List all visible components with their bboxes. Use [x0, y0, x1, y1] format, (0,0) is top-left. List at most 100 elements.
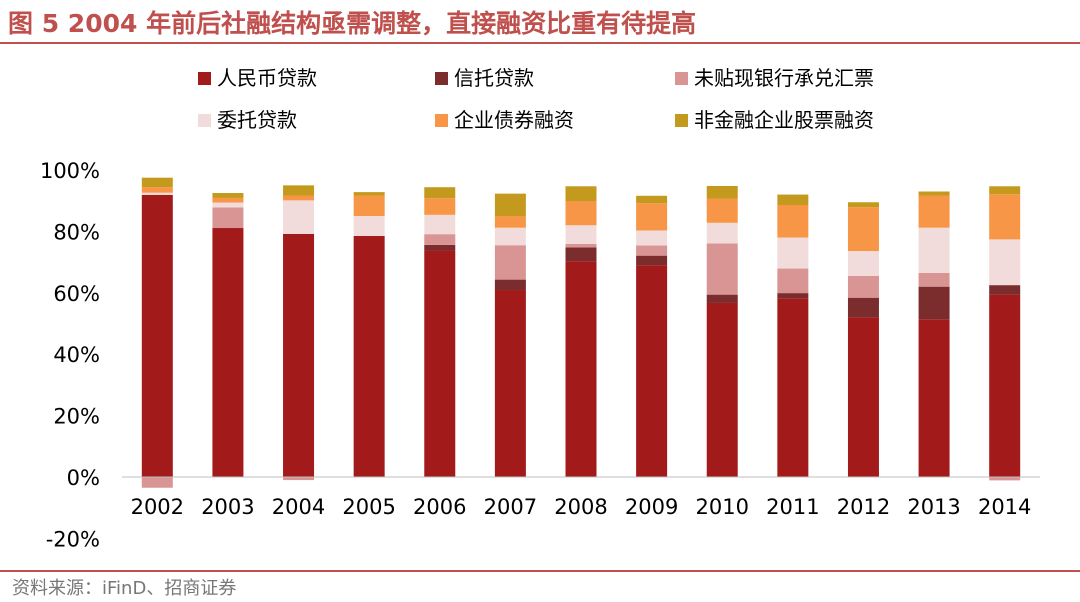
legend-swatch [435, 72, 448, 85]
bar-segment [636, 255, 668, 266]
bar-segment [989, 477, 1021, 481]
x-tick-label: 2007 [484, 495, 537, 519]
bar-segment [636, 265, 668, 477]
bar-segment [494, 193, 526, 217]
bar-segment [494, 227, 526, 246]
bar-segment [847, 202, 879, 208]
bar-segment [989, 186, 1021, 195]
source-note: 资料来源：iFinD、招商证券 [12, 578, 237, 599]
bar-segment [283, 195, 315, 201]
bar-segment [706, 294, 738, 303]
y-tick-label: 40% [53, 343, 100, 367]
legend-label: 委托贷款 [217, 108, 297, 132]
bar-segment [353, 195, 385, 217]
x-tick-label: 2006 [413, 495, 466, 519]
bar-segment [212, 202, 244, 208]
x-tick-label: 2011 [766, 495, 819, 519]
bar-segment [494, 245, 526, 280]
y-tick-label: -20% [46, 527, 100, 551]
bar-segment [565, 243, 597, 248]
bars [141, 177, 1021, 488]
bar-segment [777, 293, 809, 299]
bar-segment [141, 192, 173, 195]
bar-segment [494, 216, 526, 228]
x-tick-label: 2008 [554, 495, 607, 519]
x-tick-label: 2005 [342, 495, 395, 519]
bar-segment [565, 225, 597, 244]
bar-segment [847, 275, 879, 298]
x-tick-label: 2010 [696, 495, 749, 519]
x-tick-label: 2012 [837, 495, 890, 519]
bar-segment [212, 197, 244, 203]
legend-label: 未贴现银行承兑汇票 [694, 66, 874, 90]
bar-segment [989, 285, 1021, 295]
bar-segment [212, 228, 244, 477]
bar-segment [989, 294, 1021, 477]
bar-segment [424, 198, 456, 215]
legend-label: 信托贷款 [454, 66, 534, 90]
bar-segment [989, 194, 1021, 240]
y-tick-label: 60% [53, 282, 100, 306]
bar-segment [777, 268, 809, 294]
y-axis: -20% 0% 20% 40% 60% 80% 100% [40, 159, 100, 551]
bar-segment [283, 185, 315, 196]
bar-segment [706, 222, 738, 244]
bar-segment [565, 186, 597, 202]
bar-segment [494, 279, 526, 291]
bar-segment [636, 195, 668, 204]
legend-label: 企业债券融资 [454, 108, 574, 132]
bar-segment [424, 244, 456, 251]
legend-swatch [435, 114, 448, 127]
legend-label: 人民币贷款 [217, 66, 317, 90]
legend-swatch [675, 114, 688, 127]
bar-segment [283, 200, 315, 234]
bar-segment [918, 319, 950, 477]
bar-segment [141, 177, 173, 188]
x-tick-label: 2013 [907, 495, 960, 519]
bar-segment [494, 290, 526, 477]
bar-segment [141, 187, 173, 193]
bar-segment [424, 250, 456, 477]
x-axis: 2002 2003 2004 2005 2006 2007 2008 2009 2010 2011… [122, 476, 1040, 519]
x-tick-label: 2003 [201, 495, 254, 519]
bar-segment [424, 187, 456, 199]
legend-swatch [198, 72, 211, 85]
bar-segment [636, 203, 668, 231]
bar-segment [353, 216, 385, 237]
bar-segment [706, 198, 738, 223]
bar-segment [847, 317, 879, 477]
y-tick-label: 0% [67, 466, 100, 490]
bar-segment [565, 261, 597, 477]
bar-segment [918, 272, 950, 287]
bar-segment [565, 201, 597, 226]
bar-segment [636, 230, 668, 246]
bar-segment [777, 298, 809, 477]
bar-segment [353, 236, 385, 477]
source-divider [0, 570, 1080, 572]
bar-segment [565, 247, 597, 262]
legend-swatch [198, 114, 211, 127]
bar-segment [636, 245, 668, 256]
bar-segment [424, 234, 456, 245]
x-tick-label: 2004 [272, 495, 325, 519]
y-tick-label: 80% [53, 220, 100, 244]
bar-segment [847, 297, 879, 318]
title-divider [0, 42, 1080, 44]
figure-title: 图 5 2004 年前后社融结构亟需调整，直接融资比重有待提高 [8, 9, 697, 38]
bar-segment [918, 191, 950, 196]
bar-segment [212, 193, 244, 198]
bar-segment [424, 214, 456, 235]
bar-segment [777, 204, 809, 238]
bar-segment [141, 194, 173, 477]
bar-segment [847, 207, 879, 252]
bar-segment [283, 477, 315, 481]
x-tick-label: 2014 [978, 495, 1031, 519]
bar-segment [706, 243, 738, 295]
bar-segment [989, 239, 1021, 286]
x-tick-label: 2002 [131, 495, 184, 519]
bar-segment [847, 251, 879, 276]
y-tick-label: 100% [40, 159, 100, 183]
bar-segment [918, 286, 950, 320]
